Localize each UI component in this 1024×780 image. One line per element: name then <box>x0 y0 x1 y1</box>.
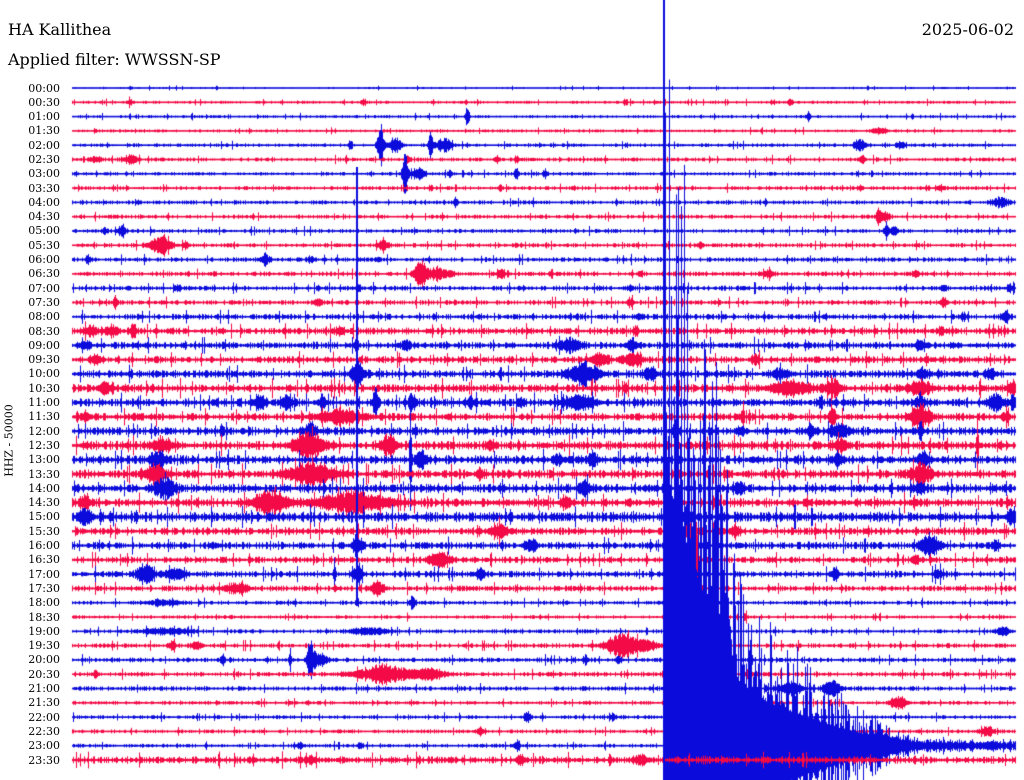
time-label: 06:00 <box>28 253 60 267</box>
time-label: 23:30 <box>28 753 60 767</box>
time-label: 03:00 <box>28 167 60 181</box>
time-label: 16:30 <box>28 553 60 567</box>
time-label: 09:30 <box>28 353 60 367</box>
time-label: 08:00 <box>28 310 60 324</box>
time-label: 01:00 <box>28 110 60 124</box>
time-label: 17:30 <box>28 581 60 595</box>
time-label: 02:30 <box>28 152 60 166</box>
time-label: 19:30 <box>28 639 60 653</box>
filter-label: Applied filter: WWSSN-SP <box>8 50 221 69</box>
time-label: 12:30 <box>28 438 60 452</box>
time-label: 00:30 <box>28 95 60 109</box>
time-label: 13:30 <box>28 467 60 481</box>
time-label: 14:30 <box>28 496 60 510</box>
time-label: 16:00 <box>28 539 60 553</box>
time-label: 18:00 <box>28 596 60 610</box>
time-label: 19:00 <box>28 624 60 638</box>
time-label: 05:30 <box>28 238 60 252</box>
time-label: 08:30 <box>28 324 60 338</box>
time-label: 06:30 <box>28 267 60 281</box>
time-label: 09:00 <box>28 338 60 352</box>
time-label: 10:00 <box>28 367 60 381</box>
time-label: 14:00 <box>28 481 60 495</box>
time-label: 03:30 <box>28 181 60 195</box>
time-label: 02:00 <box>28 138 60 152</box>
time-label: 17:00 <box>28 567 60 581</box>
time-label: 04:00 <box>28 195 60 209</box>
time-label: 15:00 <box>28 510 60 524</box>
time-label: 11:00 <box>28 396 60 410</box>
time-label: 10:30 <box>28 381 60 395</box>
time-label: 20:30 <box>28 667 60 681</box>
station-name: HA Kallithea <box>8 20 112 39</box>
time-label: 04:30 <box>28 210 60 224</box>
time-label: 13:00 <box>28 453 60 467</box>
time-label: 12:00 <box>28 424 60 438</box>
time-label: 21:30 <box>28 696 60 710</box>
time-label: 23:00 <box>28 739 60 753</box>
time-label: 22:30 <box>28 724 60 738</box>
time-label: 05:00 <box>28 224 60 238</box>
time-label: 11:30 <box>28 410 60 424</box>
time-label: 00:00 <box>28 81 60 95</box>
time-label: 18:30 <box>28 610 60 624</box>
time-label: 01:30 <box>28 124 60 138</box>
time-label: 21:00 <box>28 682 60 696</box>
date-label: 2025-06-02 <box>921 20 1014 39</box>
time-label: 07:00 <box>28 281 60 295</box>
time-label: 07:30 <box>28 295 60 309</box>
time-label: 20:00 <box>28 653 60 667</box>
time-label: 15:30 <box>28 524 60 538</box>
time-label: 22:00 <box>28 710 60 724</box>
